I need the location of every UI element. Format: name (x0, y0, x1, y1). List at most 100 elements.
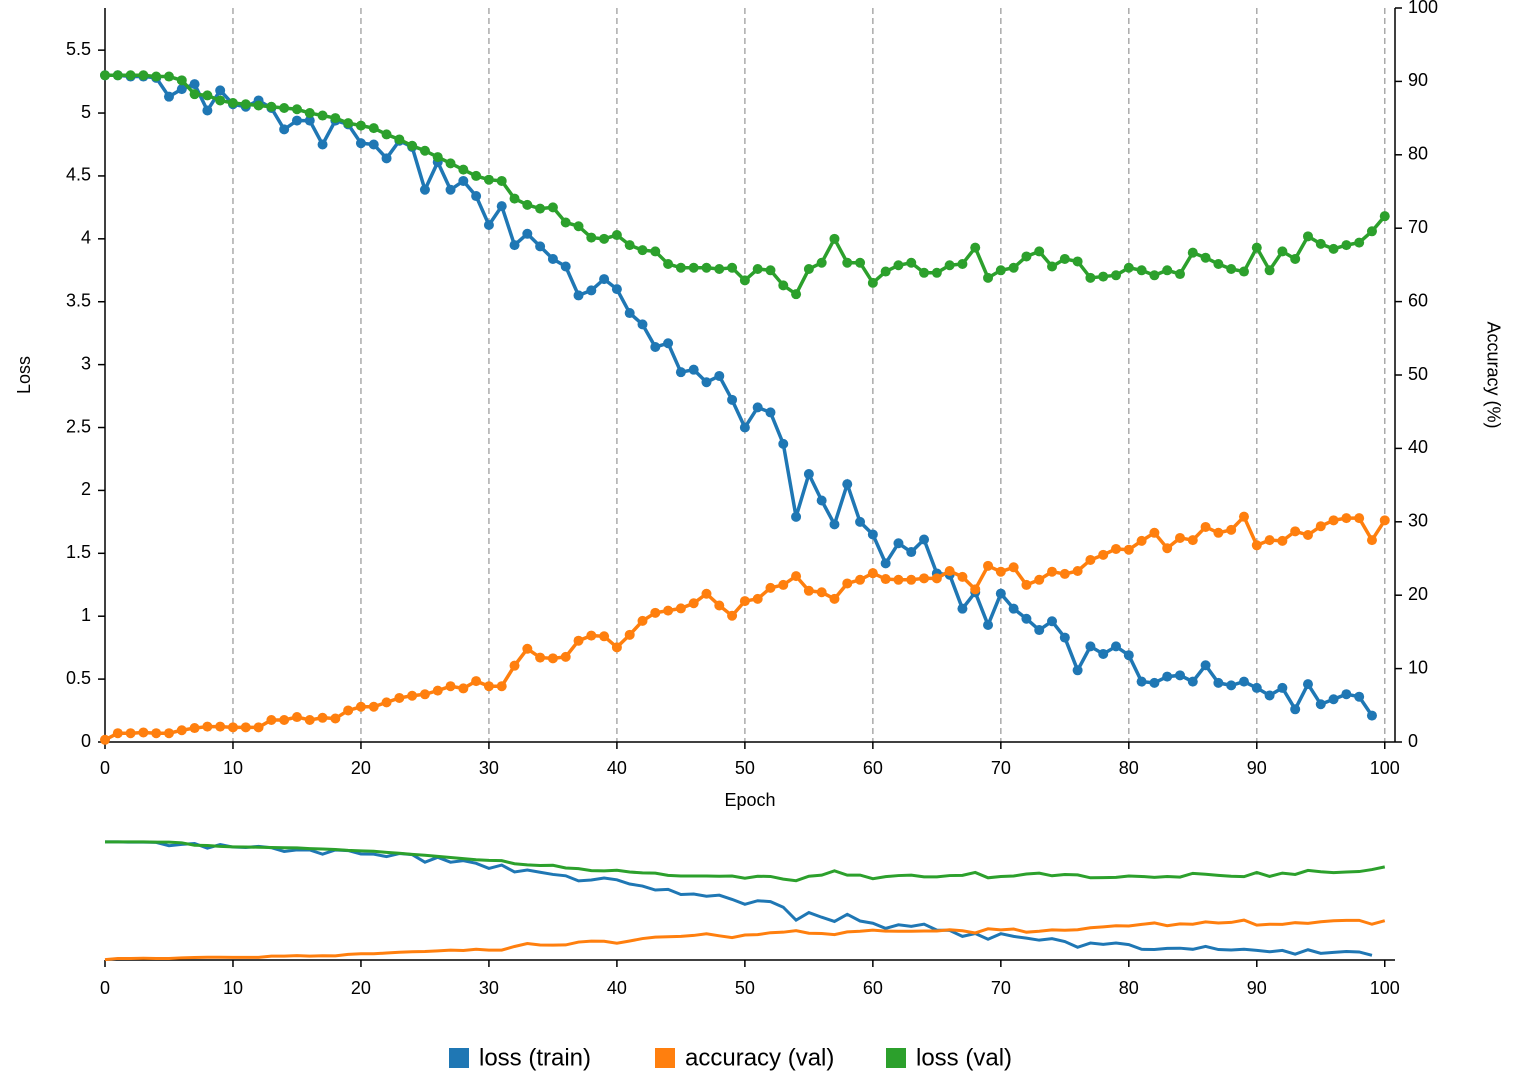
series-point (253, 722, 264, 733)
series-point (317, 110, 328, 121)
series-point (1149, 527, 1160, 538)
series-point (1200, 252, 1211, 263)
series-point (586, 232, 597, 243)
series-point (1111, 641, 1122, 652)
series-point (304, 714, 315, 725)
overview-x-tick-label: 30 (479, 978, 499, 998)
series-point (1123, 262, 1134, 273)
series-point (509, 240, 520, 251)
series-point (522, 228, 533, 239)
series-point (944, 565, 955, 576)
series-point (957, 603, 968, 614)
series-point (906, 547, 917, 558)
series-point (215, 85, 226, 96)
series-point (675, 367, 686, 378)
series-point (650, 607, 661, 618)
overview-x-tick-label: 60 (863, 978, 883, 998)
series-point (1277, 682, 1288, 693)
x-axis-label: Epoch (724, 790, 775, 810)
series-point (138, 727, 149, 738)
x-tick-label: 40 (607, 758, 627, 778)
series-point (483, 174, 494, 185)
series-point (1302, 530, 1313, 541)
y2-tick-label: 20 (1408, 584, 1428, 604)
series-point (547, 253, 558, 264)
y-tick-label: 2 (81, 479, 91, 499)
series-point (1123, 544, 1134, 555)
series-point (202, 105, 213, 116)
y2-tick-label: 40 (1408, 437, 1428, 457)
series-point (509, 193, 520, 204)
series-point (227, 97, 238, 108)
series-point (778, 438, 789, 449)
series-point (1226, 680, 1237, 691)
series-point (1251, 682, 1262, 693)
series-point (355, 701, 366, 712)
series-point (1238, 511, 1249, 522)
series-point (279, 714, 290, 725)
series-point (906, 574, 917, 585)
series-point (867, 529, 878, 540)
series-point (1264, 535, 1275, 546)
series-point (1021, 613, 1032, 624)
x-tick-label: 20 (351, 758, 371, 778)
series-point (586, 630, 597, 641)
series-point (176, 725, 187, 736)
series-point (458, 164, 469, 175)
series-point (675, 603, 686, 614)
series-point (317, 139, 328, 150)
series-point (1341, 240, 1352, 251)
series-point (880, 574, 891, 585)
series-point (1072, 256, 1083, 267)
overview-line (105, 840, 1373, 957)
series-point (867, 568, 878, 579)
series-point (842, 479, 853, 490)
series-point (970, 584, 981, 595)
series-point (125, 70, 136, 81)
series-point (291, 712, 302, 723)
series-point (1341, 513, 1352, 524)
series-point (215, 95, 226, 106)
x-tick-label: 100 (1370, 758, 1400, 778)
y2-tick-label: 0 (1408, 731, 1418, 751)
x-tick-label: 10 (223, 758, 243, 778)
series-point (1200, 660, 1211, 671)
legend-label: loss (train) (479, 1044, 591, 1071)
series-point (816, 495, 827, 506)
series-point (381, 697, 392, 708)
series-point (1047, 261, 1058, 272)
series-point (368, 701, 379, 712)
series-point (1213, 527, 1224, 538)
series-point (253, 100, 264, 111)
series-point (906, 257, 917, 268)
series-point (317, 712, 328, 723)
series-point (624, 308, 635, 319)
series-point (1175, 670, 1185, 681)
x-tick-label: 50 (735, 758, 755, 778)
y2-tick-label: 50 (1408, 364, 1428, 384)
series-point (816, 587, 827, 598)
series-point (739, 422, 750, 433)
series-point (1315, 238, 1326, 249)
series-point (701, 588, 712, 599)
series-point (893, 574, 904, 585)
series-point (458, 683, 469, 694)
series-point (266, 714, 277, 725)
series-point (1098, 271, 1109, 282)
series-point (343, 705, 354, 716)
series-point (1072, 665, 1083, 676)
series-point (701, 377, 712, 388)
series-point (1111, 270, 1122, 281)
series-point (522, 643, 533, 654)
overview-line (105, 840, 1386, 883)
series-point (1238, 266, 1249, 277)
series-point (970, 242, 981, 253)
series-point (1034, 246, 1045, 257)
series-point (1136, 265, 1147, 276)
series-point (637, 615, 648, 626)
series-point (1277, 246, 1288, 257)
x-tick-label: 30 (479, 758, 499, 778)
series-point (560, 261, 571, 272)
series-point (100, 734, 110, 745)
